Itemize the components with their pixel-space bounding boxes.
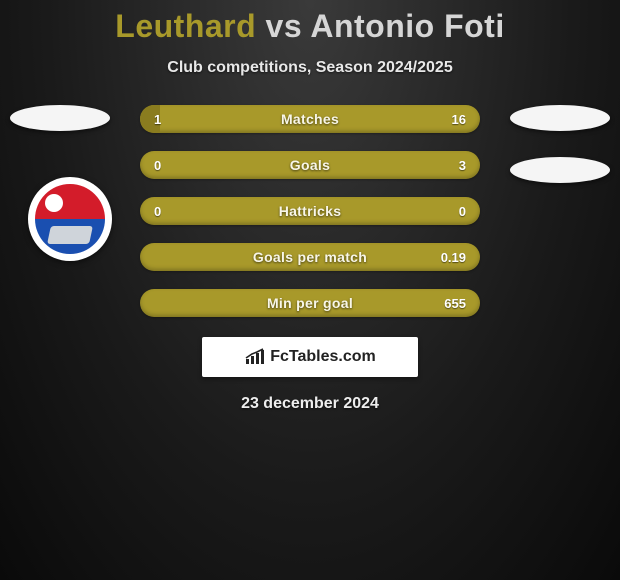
stats-arena: 1 Matches 16 0 Goals 3 0 Hattricks 0 Goa…: [0, 105, 620, 317]
stat-label: Matches: [140, 111, 480, 127]
stat-bars: 1 Matches 16 0 Goals 3 0 Hattricks 0 Goa…: [140, 105, 480, 317]
vs-separator: vs: [266, 8, 303, 44]
stat-label: Hattricks: [140, 203, 480, 219]
player2-photo-placeholder: [510, 105, 610, 131]
branding-text: FcTables.com: [270, 348, 376, 366]
branding-badge: FcTables.com: [202, 337, 418, 377]
club-badge-icon: [35, 184, 105, 254]
stat-label: Min per goal: [140, 295, 480, 311]
stat-row-matches: 1 Matches 16: [140, 105, 480, 133]
stat-row-goals-per-match: Goals per match 0.19: [140, 243, 480, 271]
stat-right-value: 0.19: [436, 250, 466, 265]
player2-name: Antonio Foti: [310, 8, 504, 44]
stat-row-hattricks: 0 Hattricks 0: [140, 197, 480, 225]
date-generated: 23 december 2024: [0, 395, 620, 413]
chart-icon: [244, 348, 266, 366]
comparison-title: Leuthard vs Antonio Foti: [0, 0, 620, 45]
stat-right-value: 16: [436, 112, 466, 127]
player1-club-badge: [28, 177, 112, 261]
player1-photo-placeholder: [10, 105, 110, 131]
player1-name: Leuthard: [115, 8, 256, 44]
subtitle: Club competitions, Season 2024/2025: [0, 59, 620, 77]
stat-row-goals: 0 Goals 3: [140, 151, 480, 179]
stat-label: Goals per match: [140, 249, 480, 265]
stat-label: Goals: [140, 157, 480, 173]
stat-right-value: 0: [436, 204, 466, 219]
player2-club-placeholder: [510, 157, 610, 183]
stat-right-value: 3: [436, 158, 466, 173]
stat-row-min-per-goal: Min per goal 655: [140, 289, 480, 317]
stat-right-value: 655: [436, 296, 466, 311]
